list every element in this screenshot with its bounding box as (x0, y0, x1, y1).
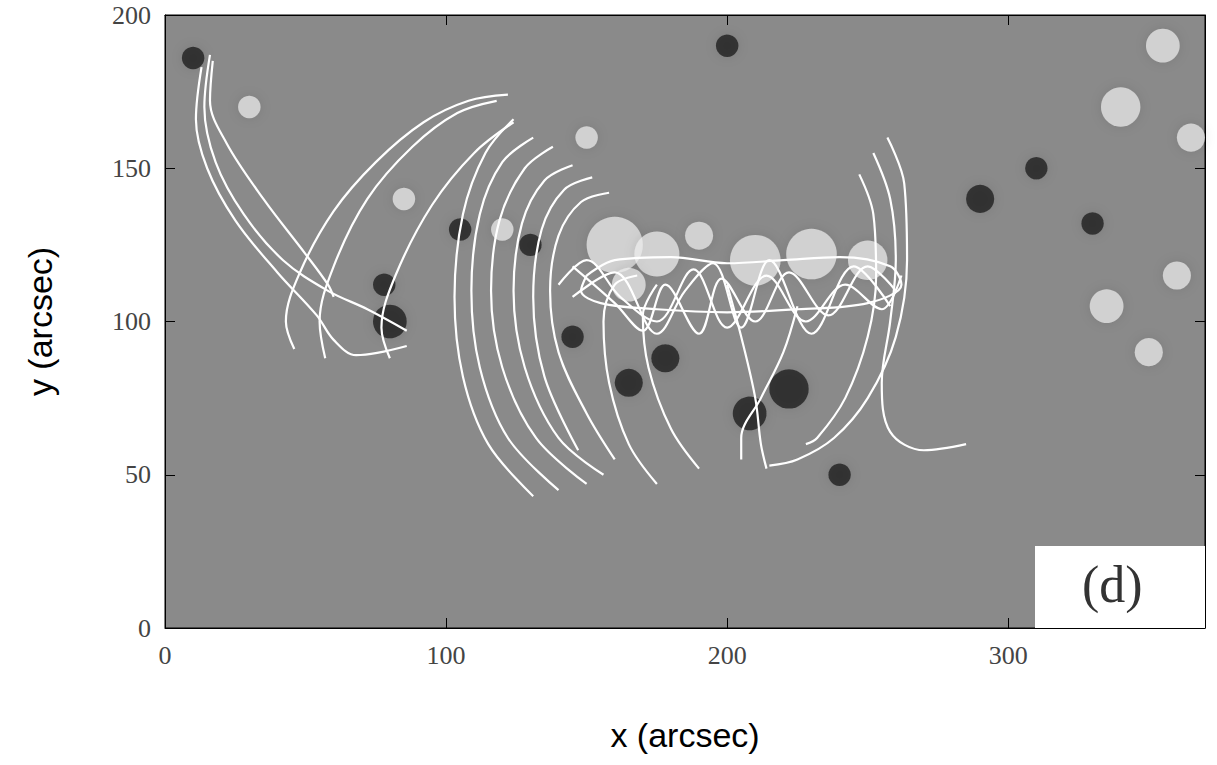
svg-text:100: 100 (427, 641, 466, 670)
svg-text:200: 200 (708, 641, 747, 670)
svg-text:x (arcsec): x (arcsec) (610, 716, 759, 754)
svg-text:y (arcsec): y (arcsec) (21, 247, 59, 396)
svg-text:50: 50 (125, 460, 151, 489)
svg-text:150: 150 (112, 154, 151, 183)
svg-text:100: 100 (112, 307, 151, 336)
svg-text:(d): (d) (1082, 556, 1143, 614)
svg-text:300: 300 (989, 641, 1028, 670)
svg-text:0: 0 (138, 614, 151, 643)
svg-text:0: 0 (159, 641, 172, 670)
svg-text:200: 200 (112, 1, 151, 30)
